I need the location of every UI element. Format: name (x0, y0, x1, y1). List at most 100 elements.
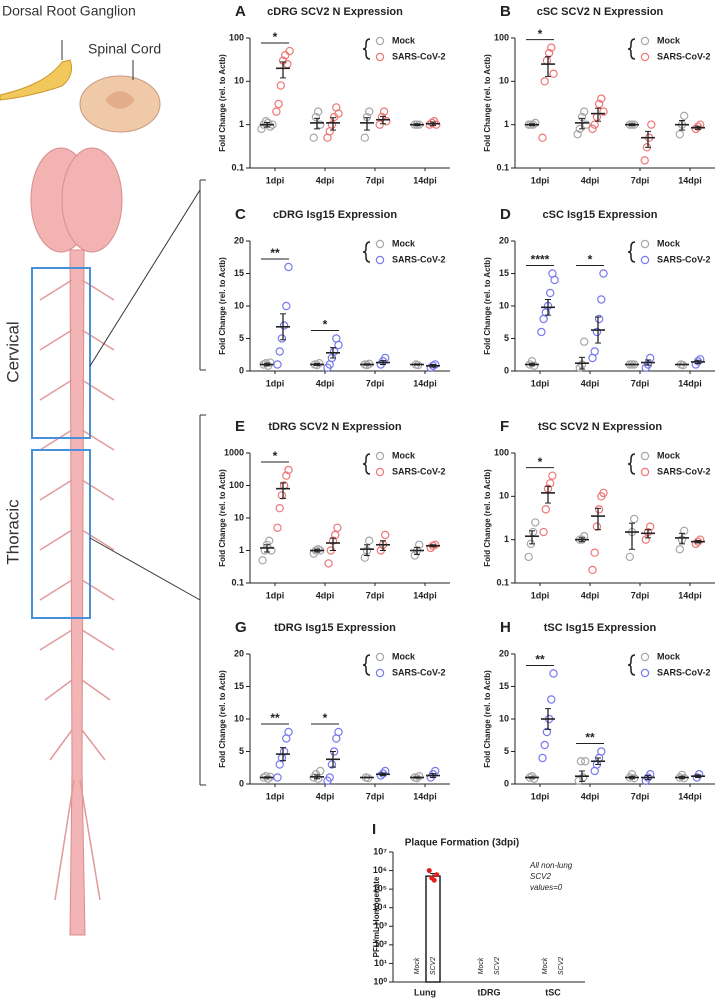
panel-letter: I (372, 821, 376, 838)
x-tick-label: 7dpi (366, 378, 385, 388)
panel-title: tSC SCV2 N Expression (538, 421, 662, 433)
data-point (267, 546, 276, 555)
y-tick-label: 10⁷ (373, 846, 387, 856)
y-tick-label: 1 (504, 534, 509, 544)
series-label: Mock (414, 957, 421, 974)
data-point (597, 295, 606, 304)
data-point (675, 130, 685, 139)
illustration-label: Spinal Cord (88, 41, 161, 57)
data-point (284, 262, 293, 272)
legend-label: Mock (392, 651, 416, 661)
x-tick-label: 14dpi (413, 791, 437, 801)
y-tick-label: 0 (239, 778, 244, 788)
significance-label: * (273, 30, 278, 44)
x-tick-label: 1dpi (531, 378, 550, 388)
data-point (582, 120, 591, 129)
x-tick-label: 4dpi (316, 175, 335, 185)
x-tick-label: 4dpi (316, 590, 335, 600)
y-tick-label: 10³ (374, 921, 387, 931)
data-point (311, 112, 321, 122)
data-point (381, 530, 390, 540)
data-point (261, 772, 271, 781)
significance-label: **** (531, 253, 550, 267)
brain-lobe (61, 147, 123, 253)
data-point (273, 523, 282, 532)
y-tick-label: 5 (239, 333, 244, 343)
y-axis-label: Fold Change (rel. to Actb) (483, 469, 492, 567)
data-point (680, 111, 689, 121)
legend-marker (375, 36, 385, 46)
y-tick-label: 10⁵ (373, 884, 387, 894)
data-point (275, 504, 284, 513)
data-point (276, 81, 285, 90)
illustration-label: Thoracic (3, 499, 22, 565)
data-point (580, 107, 589, 116)
legend-brace (627, 38, 636, 60)
legend-brace (627, 453, 636, 475)
illustration-label: Cervical (3, 321, 22, 382)
data-point (641, 535, 651, 544)
data-point (546, 479, 555, 488)
data-point (274, 99, 283, 109)
y-axis-label: Fold Change (rel. to Actb) (218, 257, 227, 355)
data-point (599, 107, 608, 116)
x-tick-label: 14dpi (678, 791, 702, 801)
data-point (550, 275, 559, 285)
data-point (431, 877, 437, 883)
significance-label: ** (270, 711, 280, 725)
data-point (258, 556, 267, 565)
legend-marker (640, 668, 650, 678)
y-tick-label: 10 (234, 76, 244, 86)
data-point (538, 133, 547, 142)
legend-marker (375, 451, 385, 461)
legend-label: SARS-CoV-2 (392, 466, 446, 476)
data-point (431, 766, 440, 776)
data-point (284, 465, 293, 475)
grey-matter (105, 91, 135, 109)
data-point (528, 527, 538, 537)
y-tick-label: 5 (239, 746, 244, 756)
data-point (327, 120, 337, 129)
legend-marker (375, 652, 385, 662)
panel-title: Plaque Formation (3dpi) (405, 838, 519, 849)
series-label: SCV2 (430, 957, 437, 975)
significance-label: * (273, 449, 278, 463)
legend-marker (375, 255, 385, 265)
data-point (334, 109, 343, 118)
legend-label: Mock (657, 238, 681, 248)
y-tick-label: 10¹ (374, 958, 387, 968)
data-point (647, 120, 656, 129)
cervical-box (31, 267, 91, 439)
y-tick-label: 0.1 (231, 162, 244, 172)
data-point (282, 471, 291, 480)
y-tick-label: 15 (234, 681, 244, 691)
legend-label: SARS-CoV-2 (392, 51, 446, 61)
data-point (263, 774, 273, 784)
data-point (427, 118, 437, 128)
y-tick-label: 10 (234, 713, 244, 723)
x-tick-label: 4dpi (581, 590, 600, 600)
legend-marker (375, 52, 385, 62)
legend-marker (640, 36, 650, 46)
data-point (541, 505, 551, 514)
data-point (272, 107, 281, 116)
panel-letter: E (235, 418, 245, 435)
x-tick-label: 14dpi (413, 378, 437, 388)
data-point (365, 107, 374, 116)
illustration: Dorsal Root Ganglion Spinal Cord Cervica… (0, 3, 206, 936)
series-label: Mock (478, 957, 485, 974)
data-point (549, 69, 558, 78)
data-point (640, 156, 649, 165)
data-point (524, 552, 533, 562)
data-point (590, 120, 599, 129)
y-tick-label: 0.1 (496, 162, 509, 172)
significance-label: * (538, 455, 543, 469)
data-point (580, 337, 589, 346)
data-point (599, 269, 608, 278)
significance-label: ** (270, 246, 280, 260)
legend-label: SARS-CoV-2 (657, 254, 711, 264)
data-point (325, 773, 334, 782)
data-point (594, 99, 604, 109)
panel-title: cDRG Isg15 Expression (273, 209, 397, 221)
y-tick-label: 10 (234, 300, 244, 310)
